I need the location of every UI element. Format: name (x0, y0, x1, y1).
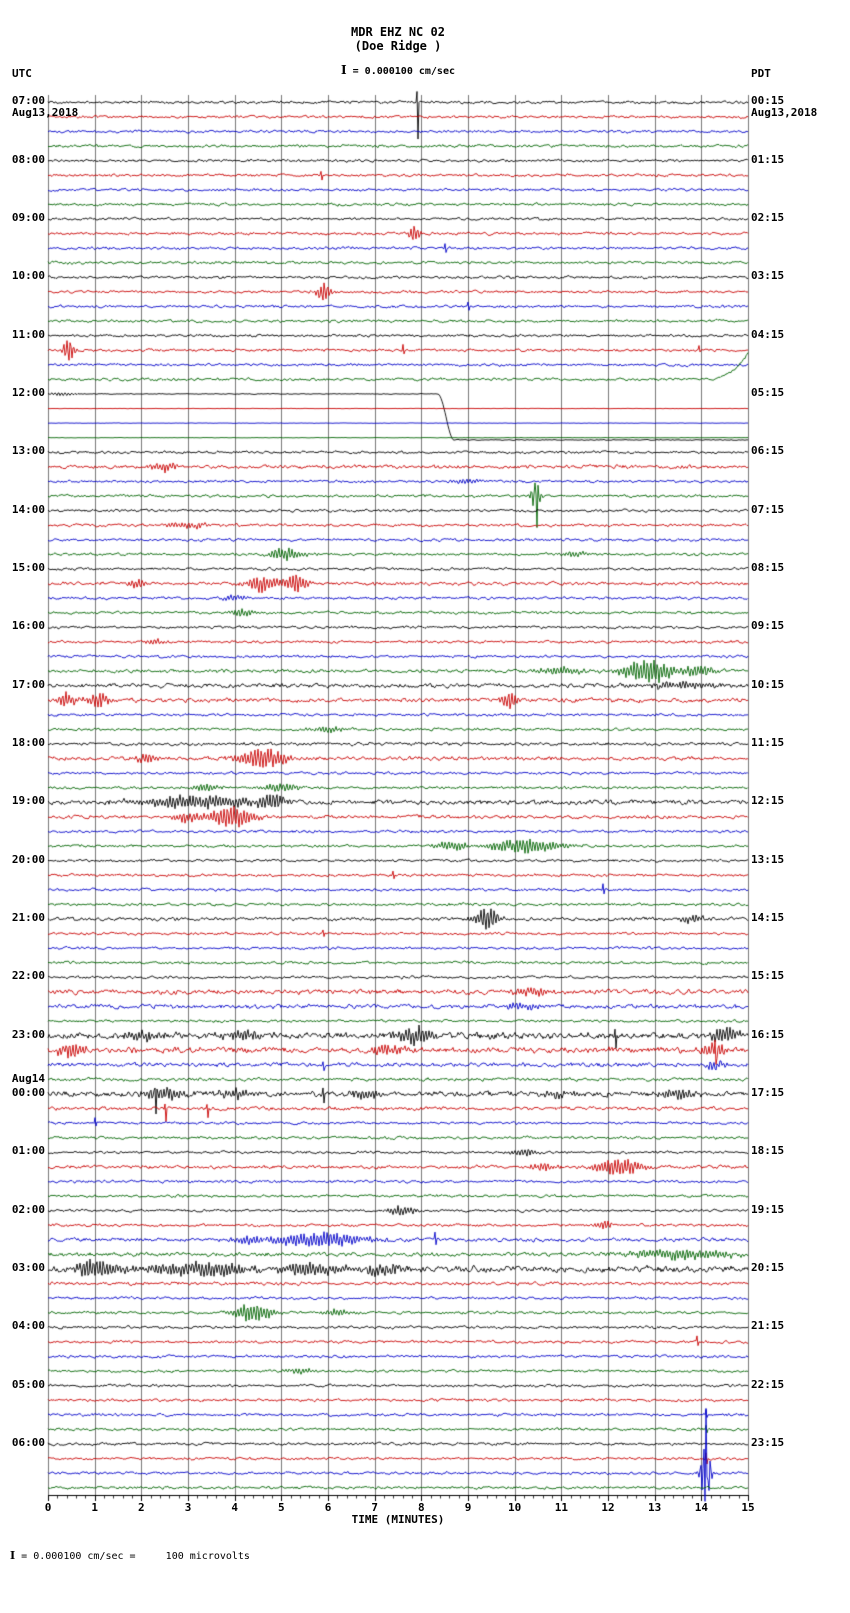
utc-hour-label: 14:00 (11, 502, 45, 516)
x-tick-label: 4 (231, 1501, 238, 1514)
pdt-hour-label: 01:15 (751, 152, 785, 166)
pdt-hour-label: 12:15 (751, 794, 785, 808)
x-tick-label: 8 (418, 1501, 425, 1514)
scale-label: = 0.000100 cm/sec (346, 66, 455, 77)
utc-hour-label: 19:00 (11, 794, 45, 808)
x-tick-label: 10 (508, 1501, 522, 1514)
x-tick-label: 7 (371, 1501, 378, 1514)
utc-hour-label: 23:00 (11, 1027, 45, 1041)
pdt-hour-label: 21:15 (751, 1319, 785, 1333)
x-tick-label: 0 (44, 1501, 52, 1514)
utc-hour-label: 00:00 (11, 1085, 45, 1099)
x-tick-label: 13 (648, 1501, 662, 1514)
pdt-hour-label: 23:15 (751, 1435, 785, 1449)
utc-hour-label: 16:00 (11, 619, 45, 633)
utc-hour-label: 09:00 (11, 210, 45, 224)
footer-scale-note: I = 0.000100 cm/sec = 100 microvolts (10, 1549, 250, 1562)
utc-hour-label: 01:00 (11, 1144, 45, 1158)
pdt-hour-label: 00:15 (751, 94, 785, 108)
pdt-hour-label: 18:15 (751, 1144, 785, 1158)
pdt-hour-label: 02:15 (751, 210, 785, 224)
pdt-header: PDT Aug13,2018 (751, 41, 817, 145)
utc-hour-label: 05:00 (11, 1377, 45, 1391)
footer-scale-bar-icon: I (10, 1549, 16, 1562)
x-tick-label: 3 (184, 1501, 192, 1514)
x-tick-label: 11 (554, 1501, 568, 1514)
x-tick-label: 1 (91, 1501, 98, 1514)
x-tick-label: 6 (324, 1501, 332, 1514)
x-tick-label: 15 (741, 1501, 755, 1514)
pdt-hour-label: 19:15 (751, 1202, 785, 1216)
pdt-hour-label: 07:15 (751, 502, 785, 516)
scale-bar-icon: I (341, 63, 347, 77)
utc-hour-label: 20:00 (11, 852, 45, 866)
utc-date: Aug13,2018 (12, 106, 79, 119)
x-tick-label: 9 (464, 1501, 472, 1514)
pdt-hour-label: 15:15 (751, 969, 785, 983)
pdt-label: PDT (751, 67, 771, 80)
pdt-hour-label: 17:15 (751, 1085, 785, 1099)
utc-hour-label: 18:00 (11, 735, 45, 749)
scale-line: I = 0.000100 cm/sec (0, 63, 796, 77)
utc-hour-label: 07:00 (11, 94, 45, 108)
date-change-label: Aug14 (11, 1071, 45, 1085)
utc-hour-label: 15:00 (11, 560, 45, 574)
utc-hour-label: 12:00 (11, 385, 45, 399)
utc-hour-label: 10:00 (11, 269, 45, 283)
utc-hour-label: 21:00 (11, 910, 45, 924)
station-title: MDR EHZ NC 02 (351, 25, 445, 39)
utc-header: UTC Aug13,2018 (12, 41, 78, 145)
utc-hour-label: 02:00 (11, 1202, 45, 1216)
x-tick-label: 14 (694, 1501, 708, 1514)
utc-label: UTC (12, 67, 32, 80)
pdt-hour-label: 05:15 (751, 385, 785, 399)
station-subtitle: (Doe Ridge ) (354, 39, 442, 53)
utc-hour-label: 17:00 (11, 677, 45, 691)
pdt-hour-label: 04:15 (751, 327, 785, 341)
utc-hour-label: 22:00 (11, 969, 45, 983)
pdt-hour-label: 11:15 (751, 735, 785, 749)
pdt-hour-label: 16:15 (751, 1027, 785, 1041)
pdt-date: Aug13,2018 (751, 106, 818, 119)
pdt-hour-label: 08:15 (751, 560, 785, 574)
pdt-hour-label: 03:15 (751, 269, 785, 283)
utc-hour-label: 06:00 (11, 1435, 45, 1449)
pdt-hour-label: 14:15 (751, 910, 785, 924)
x-tick-label: 12 (601, 1501, 615, 1514)
pdt-hour-label: 22:15 (751, 1377, 785, 1391)
utc-hour-label: 03:00 (11, 1260, 45, 1274)
footer-scale-text: = 0.000100 cm/sec = 100 microvolts (15, 1551, 250, 1562)
utc-hour-label: 11:00 (11, 327, 45, 341)
x-axis-label: TIME (MINUTES) (351, 1513, 445, 1526)
x-tick-label: 5 (278, 1501, 285, 1514)
utc-hour-label: 13:00 (11, 444, 45, 458)
utc-hour-label: 08:00 (11, 152, 45, 166)
pdt-hour-label: 20:15 (751, 1260, 785, 1274)
pdt-hour-label: 13:15 (751, 852, 785, 866)
utc-hour-label: 04:00 (11, 1319, 45, 1333)
pdt-hour-label: 09:15 (751, 619, 785, 633)
x-tick-label: 2 (138, 1501, 145, 1514)
pdt-hour-label: 10:15 (751, 677, 785, 691)
pdt-hour-label: 06:15 (751, 444, 785, 458)
